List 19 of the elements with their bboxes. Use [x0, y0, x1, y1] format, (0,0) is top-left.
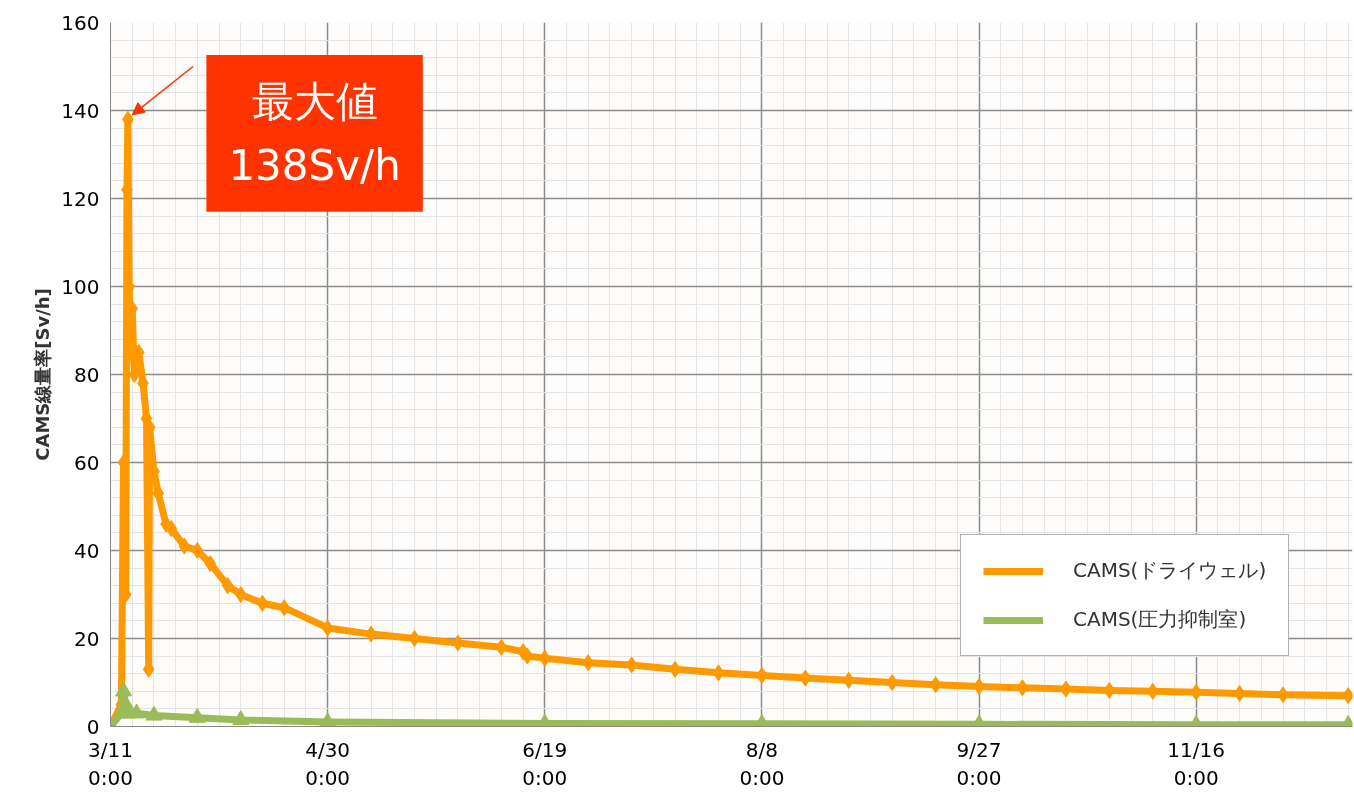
y-tick-label: 140 — [61, 98, 100, 123]
legend-label: CAMS(ドライウェル) — [1073, 557, 1267, 584]
x-tick-label: 6/19 0:00 — [522, 737, 568, 791]
y-tick-label: 100 — [61, 274, 100, 299]
y-tick-label: 120 — [61, 186, 100, 211]
y-tick-label: 60 — [74, 450, 100, 475]
legend-label: CAMS(圧力抑制室) — [1073, 606, 1247, 633]
y-tick-label: 40 — [74, 538, 100, 563]
x-tick-label: 11/16 0:00 — [1167, 737, 1225, 791]
x-tick-label: 3/11 0:00 — [88, 737, 133, 791]
y-axis-title: CAMS線量率[Sv/h] — [32, 288, 54, 461]
y-tick-label: 80 — [74, 362, 100, 387]
x-tick-label: 4/30 0:00 — [305, 737, 351, 791]
y-tick-label: 20 — [74, 626, 100, 651]
y-tick-label: 160 — [61, 10, 100, 35]
y-tick-label: 0 — [86, 714, 100, 739]
x-tick-label: 8/8 0:00 — [739, 737, 785, 791]
annotation: 最大値 138Sv/h — [228, 77, 401, 190]
x-tick-label: 9/27 0:00 — [956, 737, 1002, 791]
